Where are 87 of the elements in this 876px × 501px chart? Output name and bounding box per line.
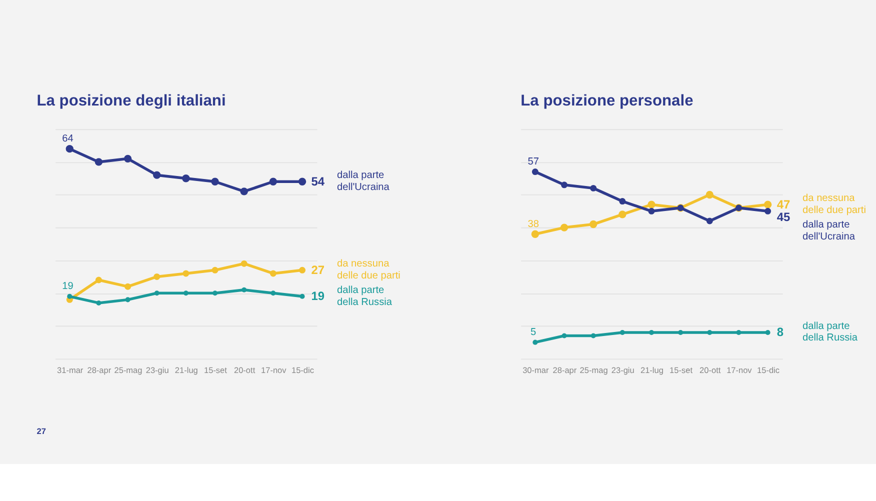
point xyxy=(96,300,102,306)
x-tick-label: 15-dic xyxy=(757,366,780,375)
point xyxy=(124,283,132,290)
data-label: 8 xyxy=(776,325,784,340)
data-label: 19 xyxy=(311,289,325,304)
x-tick-label: 21-lug xyxy=(640,366,664,375)
text: da nessuna delle due parti xyxy=(336,258,400,282)
point xyxy=(94,158,103,166)
point xyxy=(211,178,219,186)
data-label: 57 xyxy=(528,156,540,168)
point xyxy=(589,220,598,228)
data-label: 64 xyxy=(62,133,74,144)
point xyxy=(153,171,161,179)
point xyxy=(707,330,712,335)
point xyxy=(562,333,567,338)
point xyxy=(67,294,72,299)
point xyxy=(154,273,160,280)
point xyxy=(764,208,772,214)
point xyxy=(678,330,684,335)
point xyxy=(531,230,540,238)
x-tick-label: 20-ott xyxy=(700,366,722,375)
point xyxy=(212,266,218,274)
x-tick-label: 23-giu xyxy=(146,366,170,375)
data-label: 47 xyxy=(776,197,790,212)
point xyxy=(619,198,626,205)
point xyxy=(66,145,74,153)
point xyxy=(124,154,132,163)
point xyxy=(300,294,305,299)
point xyxy=(706,218,713,224)
x-tick-label: 15-set xyxy=(204,366,228,375)
x-tick-label: 17-nov xyxy=(261,366,288,375)
data-label: 19 xyxy=(62,281,74,292)
point xyxy=(648,200,656,208)
point xyxy=(95,276,102,284)
point xyxy=(648,208,655,214)
text: dalla parte dell'Ucraina xyxy=(802,220,856,242)
chart-title: La posizione degli italiani xyxy=(36,92,226,110)
point xyxy=(154,290,160,296)
point xyxy=(182,174,190,182)
point xyxy=(590,184,597,192)
point xyxy=(532,340,538,345)
point xyxy=(270,290,276,296)
data-label: 45 xyxy=(776,210,790,224)
data-label: 5 xyxy=(530,326,537,338)
point xyxy=(183,290,188,296)
chart-title: La posizione personale xyxy=(520,92,694,110)
point xyxy=(182,270,190,277)
x-tick-label: 25-mag xyxy=(580,366,608,375)
x-tick-label: 21-lug xyxy=(174,366,198,375)
point xyxy=(298,178,306,186)
x-tick-label: 31-mar xyxy=(57,366,84,375)
point xyxy=(560,224,568,232)
data-label: 27 xyxy=(311,262,325,277)
text: da nessuna delle due parti xyxy=(802,192,866,216)
point xyxy=(212,290,218,296)
point xyxy=(532,168,538,176)
x-tick-label: 30-mar xyxy=(522,366,549,375)
text: dalla parte dell'Ucraina xyxy=(336,170,390,193)
point xyxy=(618,210,626,218)
x-tick-label: 25-mag xyxy=(114,366,143,375)
x-tick-label: 28-apr xyxy=(552,366,577,375)
point xyxy=(620,330,625,335)
point xyxy=(590,333,596,338)
point xyxy=(240,260,248,267)
data-label: 38 xyxy=(528,218,540,230)
point xyxy=(648,330,654,335)
x-tick-label: 20-ott xyxy=(234,366,256,375)
x-tick-label: 15-set xyxy=(670,366,694,375)
point xyxy=(270,270,276,277)
point xyxy=(125,297,130,302)
data-label: 54 xyxy=(311,174,325,188)
text: 27 xyxy=(36,427,46,436)
x-tick-label: 15-dic xyxy=(291,366,314,375)
x-tick-label: 28-apr xyxy=(87,366,112,375)
point xyxy=(561,182,568,188)
point xyxy=(736,330,742,335)
text: dalla parte della Russia xyxy=(336,285,392,308)
text: dalla parte della Russia xyxy=(802,320,858,344)
x-tick-label: 17-nov xyxy=(726,366,753,375)
point xyxy=(242,287,247,292)
point xyxy=(269,178,278,186)
point xyxy=(764,200,772,208)
point xyxy=(299,266,306,274)
point xyxy=(240,188,248,196)
point xyxy=(706,190,714,199)
x-tick-label: 23-giu xyxy=(611,366,635,375)
point xyxy=(765,330,770,335)
